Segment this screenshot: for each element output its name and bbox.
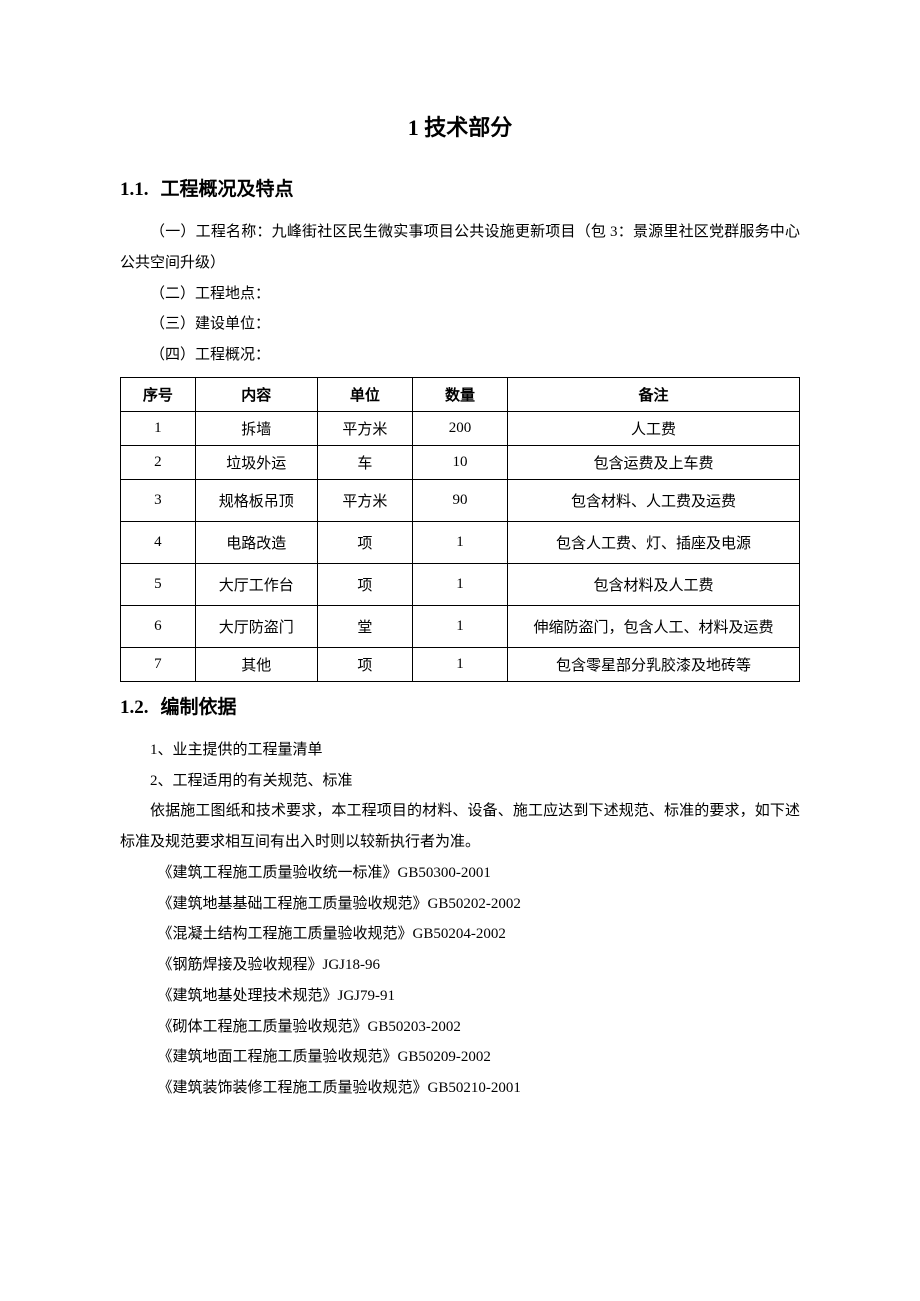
td-remark: 伸缩防盗门，包含人工、材料及运费 xyxy=(508,605,800,647)
td-remark: 包含人工费、灯、插座及电源 xyxy=(508,521,800,563)
section-2-num: 1.2. xyxy=(120,697,149,719)
td-seq: 6 xyxy=(121,605,196,647)
td-content: 大厅工作台 xyxy=(195,563,317,605)
table-row: 2垃圾外运车10包含运费及上车费 xyxy=(121,445,800,479)
td-unit: 项 xyxy=(317,521,412,563)
section-1-item-2: （二）工程地点： xyxy=(120,279,800,310)
section-1-item-1: （一）工程名称：九峰街社区民生微实事项目公共设施更新项目（包 3：景源里社区党群… xyxy=(120,217,800,279)
section-1-text: 工程概况及特点 xyxy=(161,179,294,200)
td-qty: 200 xyxy=(412,411,507,445)
section-1-heading: 1.1. 工程概况及特点 xyxy=(120,174,800,201)
td-unit: 项 xyxy=(317,563,412,605)
section-1-item-3: （三）建设单位： xyxy=(120,309,800,340)
td-content: 大厅防盗门 xyxy=(195,605,317,647)
section-2-item-2: 2、工程适用的有关规范、标准 xyxy=(120,766,800,797)
standard-item: 《建筑装饰装修工程施工质量验收规范》GB50210-2001 xyxy=(120,1073,800,1104)
td-qty: 1 xyxy=(412,647,507,681)
overview-table: 序号 内容 单位 数量 备注 1拆墙平方米200人工费2垃圾外运车10包含运费及… xyxy=(120,377,800,682)
table-body: 1拆墙平方米200人工费2垃圾外运车10包含运费及上车费3规格板吊顶平方米90包… xyxy=(121,411,800,681)
th-remark: 备注 xyxy=(508,377,800,411)
table-header-row: 序号 内容 单位 数量 备注 xyxy=(121,377,800,411)
table-row: 1拆墙平方米200人工费 xyxy=(121,411,800,445)
td-seq: 2 xyxy=(121,445,196,479)
td-qty: 1 xyxy=(412,521,507,563)
td-remark: 人工费 xyxy=(508,411,800,445)
td-qty: 90 xyxy=(412,479,507,521)
td-remark: 包含零星部分乳胶漆及地砖等 xyxy=(508,647,800,681)
td-content: 其他 xyxy=(195,647,317,681)
standard-item: 《混凝土结构工程施工质量验收规范》GB50204-2002 xyxy=(120,919,800,950)
standard-item: 《建筑地基处理技术规范》JGJ79-91 xyxy=(120,981,800,1012)
standard-item: 《建筑地基基础工程施工质量验收规范》GB50202-2002 xyxy=(120,889,800,920)
standard-item: 《建筑工程施工质量验收统一标准》GB50300-2001 xyxy=(120,858,800,889)
th-seq: 序号 xyxy=(121,377,196,411)
td-remark: 包含材料、人工费及运费 xyxy=(508,479,800,521)
standard-item: 《砌体工程施工质量验收规范》GB50203-2002 xyxy=(120,1012,800,1043)
section-1-num: 1.1. xyxy=(120,179,149,201)
td-qty: 10 xyxy=(412,445,507,479)
standard-item: 《钢筋焊接及验收规程》JGJ18-96 xyxy=(120,950,800,981)
th-unit: 单位 xyxy=(317,377,412,411)
td-unit: 车 xyxy=(317,445,412,479)
td-seq: 3 xyxy=(121,479,196,521)
section-2-text: 编制依据 xyxy=(161,697,237,718)
table-row: 3规格板吊顶平方米90包含材料、人工费及运费 xyxy=(121,479,800,521)
overview-table-wrapper: 序号 内容 单位 数量 备注 1拆墙平方米200人工费2垃圾外运车10包含运费及… xyxy=(120,377,800,682)
table-row: 7其他项1包含零星部分乳胶漆及地砖等 xyxy=(121,647,800,681)
th-content: 内容 xyxy=(195,377,317,411)
td-remark: 包含运费及上车费 xyxy=(508,445,800,479)
section-2-heading: 1.2. 编制依据 xyxy=(120,692,800,719)
section-2-item-1: 1、业主提供的工程量清单 xyxy=(120,735,800,766)
td-unit: 堂 xyxy=(317,605,412,647)
td-unit: 项 xyxy=(317,647,412,681)
page-title: 1 技术部分 xyxy=(120,110,800,142)
standard-item: 《建筑地面工程施工质量验收规范》GB50209-2002 xyxy=(120,1042,800,1073)
td-content: 电路改造 xyxy=(195,521,317,563)
td-content: 拆墙 xyxy=(195,411,317,445)
table-row: 6大厅防盗门堂1伸缩防盗门，包含人工、材料及运费 xyxy=(121,605,800,647)
section-1-item-4: （四）工程概况： xyxy=(120,340,800,371)
th-qty: 数量 xyxy=(412,377,507,411)
td-seq: 5 xyxy=(121,563,196,605)
standards-list: 《建筑工程施工质量验收统一标准》GB50300-2001《建筑地基基础工程施工质… xyxy=(120,858,800,1104)
td-remark: 包含材料及人工费 xyxy=(508,563,800,605)
td-content: 规格板吊顶 xyxy=(195,479,317,521)
section-2-para: 依据施工图纸和技术要求，本工程项目的材料、设备、施工应达到下述规范、标准的要求，… xyxy=(120,796,800,858)
td-seq: 7 xyxy=(121,647,196,681)
td-seq: 1 xyxy=(121,411,196,445)
td-unit: 平方米 xyxy=(317,479,412,521)
td-content: 垃圾外运 xyxy=(195,445,317,479)
td-unit: 平方米 xyxy=(317,411,412,445)
td-qty: 1 xyxy=(412,605,507,647)
table-row: 5大厅工作台项1包含材料及人工费 xyxy=(121,563,800,605)
td-qty: 1 xyxy=(412,563,507,605)
table-row: 4电路改造项1包含人工费、灯、插座及电源 xyxy=(121,521,800,563)
td-seq: 4 xyxy=(121,521,196,563)
